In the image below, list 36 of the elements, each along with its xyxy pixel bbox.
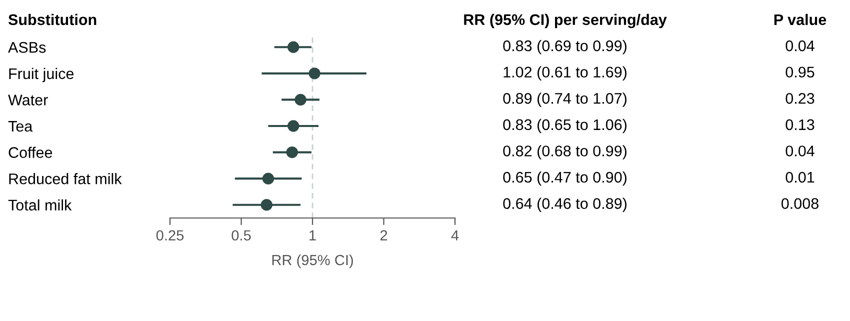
data-label: 0.83 (0.69 to 0.99) [503,40,626,54]
data-label: 0.89 (0.74 to 1.07) [503,92,626,107]
point [286,146,298,158]
text: 0.13 [786,119,814,130]
text: 0.04 [786,40,814,52]
data-label: 0.83 (0.65 to 1.06) [503,118,626,134]
x-axis-title: RR (95% CI) [272,254,353,268]
y-tick-label: ASBs [8,42,46,53]
y-tick-label: Water [8,94,48,106]
point [288,41,300,53]
x-tick-label: 0.5 [232,230,251,241]
point [260,199,272,211]
point [288,120,300,132]
data-label: 0.64 (0.46 to 0.89) [503,198,626,212]
text: 0.95 [786,66,814,78]
y-tick-label: Coffee [8,146,52,158]
x-tick-label: 4 [451,230,459,240]
text: 0.008 [781,198,818,209]
text: P value [774,14,826,26]
data-label: 0.82 (0.68 to 0.99) [503,145,626,160]
data-label: 1.02 (0.61 to 1.69) [504,66,626,81]
y-tick-label: Fruit juice [9,68,74,82]
data-label: 0.65 (0.47 to 0.90) [503,171,626,186]
point [294,94,306,106]
x-tick-label: 1 [310,230,316,240]
text: 0.23 [786,92,814,104]
y-axis-title: Substitution [8,14,96,26]
x-tick-label: 0.25 [156,230,184,241]
text: 0.01 [786,172,814,183]
y-tick-label: Reduced fat milk [9,173,122,184]
point [262,172,274,184]
y-tick-label: Tea [8,121,33,132]
text: RR (95% CI) per serving/day [464,14,667,28]
text: 0.04 [786,146,814,156]
x-tick-label: 2 [380,230,388,240]
y-tick-label: Total milk [8,199,72,211]
